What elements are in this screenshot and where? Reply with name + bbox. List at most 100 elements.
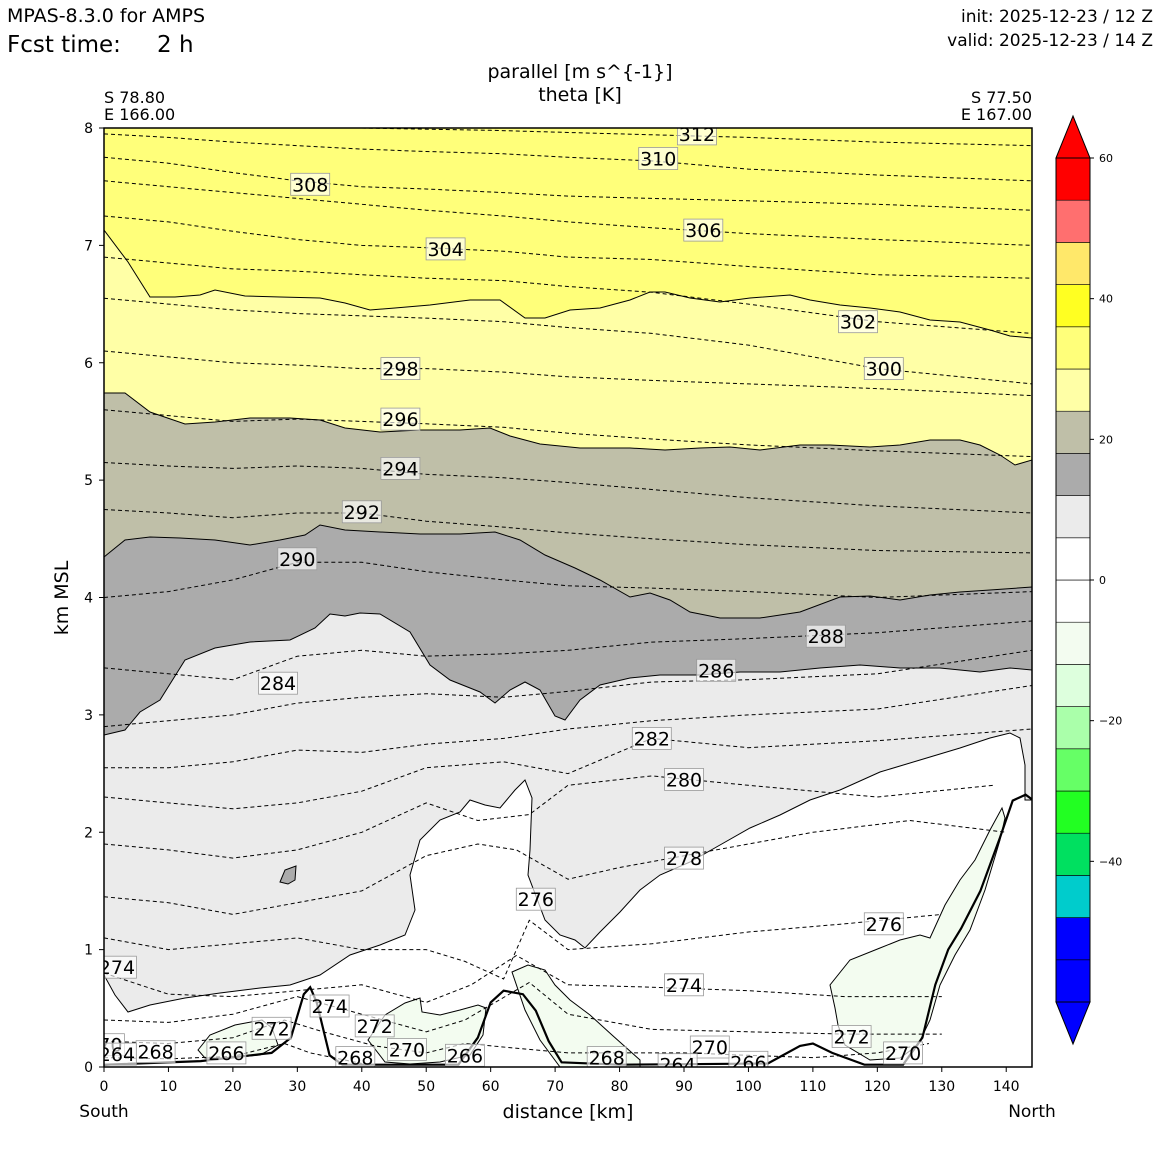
theta-label-292: 292 bbox=[341, 500, 382, 524]
theta-label-text: 298 bbox=[382, 359, 418, 381]
colorbar-tick-label: 20 bbox=[1099, 433, 1113, 446]
chart-title: parallel [m s^{-1}] bbox=[487, 61, 672, 83]
colorbar-segment bbox=[1055, 832, 1091, 876]
colorbar-tick-label: 0 bbox=[1099, 574, 1106, 587]
theta-label-270: 270 bbox=[386, 1038, 427, 1061]
theta-label-288: 288 bbox=[805, 624, 846, 648]
theta-label-text: 278 bbox=[666, 848, 702, 870]
theta-label-264: 264 bbox=[99, 1042, 137, 1066]
isentrope-272 bbox=[104, 981, 942, 1035]
isentrope-278 bbox=[104, 819, 1007, 915]
south-label: South bbox=[79, 1102, 128, 1122]
theta-label-312: 312 bbox=[677, 128, 717, 146]
theta-label-text: 282 bbox=[634, 728, 670, 750]
colorbar-segment bbox=[1055, 748, 1091, 792]
theta-label-294: 294 bbox=[380, 456, 421, 480]
x-tick-label: 90 bbox=[675, 1079, 693, 1095]
theta-label-270: 270 bbox=[883, 1041, 923, 1065]
theta-label-text: 270 bbox=[389, 1039, 425, 1061]
theta-label-text: 264 bbox=[99, 1044, 135, 1066]
theta-label-text: 296 bbox=[382, 409, 418, 431]
theta-label-text: 294 bbox=[382, 458, 418, 480]
theta-label-text: 270 bbox=[885, 1043, 921, 1065]
theta-label-text: 266 bbox=[730, 1052, 766, 1074]
theta-label-298: 298 bbox=[380, 357, 421, 381]
colorbar-top-extension bbox=[1055, 114, 1091, 159]
theta-label-296: 296 bbox=[380, 407, 421, 431]
y-tick-label: 3 bbox=[84, 708, 93, 724]
colorbar-tick-label: 60 bbox=[1099, 152, 1113, 165]
x-tick-label: 10 bbox=[160, 1079, 178, 1095]
isentrope-288 bbox=[104, 620, 1032, 681]
x-tick-label: 140 bbox=[993, 1079, 1020, 1095]
colorbar-bottom-extension bbox=[1055, 1001, 1091, 1046]
x-tick-label: 30 bbox=[288, 1079, 306, 1095]
isentrope-308 bbox=[104, 156, 1032, 211]
theta-label-text: 270 bbox=[692, 1037, 728, 1059]
colorbar-segment bbox=[1055, 579, 1091, 623]
band-0-12 bbox=[104, 732, 1032, 1067]
x-tick-label: 110 bbox=[800, 1079, 827, 1095]
end-latitude: S 77.50 bbox=[971, 88, 1032, 107]
theta-label-text: 288 bbox=[808, 626, 844, 648]
theta-label-272: 272 bbox=[354, 1014, 395, 1038]
theta-label-308: 308 bbox=[290, 172, 331, 196]
theta-label-310: 310 bbox=[638, 147, 679, 171]
x-axis: 0 10 20 30 40 50 60 70 80 90 100 110 120 130 140 bbox=[100, 1067, 1020, 1095]
theta-label-270: 270 bbox=[689, 1035, 730, 1059]
theta-label-text: 264 bbox=[659, 1055, 695, 1077]
colorbar-tick-label: 40 bbox=[1099, 293, 1113, 306]
colorbar-segment bbox=[1055, 621, 1091, 665]
y-tick-label: 7 bbox=[84, 238, 93, 254]
colorbar-tick-label: −20 bbox=[1099, 715, 1122, 728]
chart-subtitle: theta [K] bbox=[538, 84, 622, 106]
colorbar-segment bbox=[1055, 917, 1091, 961]
colorbar-segment bbox=[1055, 284, 1091, 328]
theta-label-text: 274 bbox=[99, 957, 135, 979]
colorbar-segment bbox=[1055, 199, 1091, 243]
theta-label-284: 284 bbox=[258, 671, 298, 695]
x-axis-label: distance [km] bbox=[503, 1101, 634, 1123]
theta-label-276: 276 bbox=[863, 912, 904, 936]
theta-label-text: 272 bbox=[253, 1018, 289, 1040]
theta-label-304: 304 bbox=[425, 237, 466, 261]
colorbar-tick-label: −40 bbox=[1099, 855, 1122, 868]
colorbar-segment bbox=[1055, 242, 1091, 285]
theta-label-text: 274 bbox=[311, 996, 347, 1018]
theta-label-268: 268 bbox=[135, 1040, 176, 1064]
forecast-time-label: Fcst time: bbox=[7, 32, 121, 58]
isentrope-276 bbox=[104, 913, 942, 980]
colorbar-segment bbox=[1055, 326, 1091, 370]
y-axis: 0 1 2 3 4 5 6 7 8 bbox=[84, 121, 104, 1076]
theta-label-280: 280 bbox=[664, 768, 704, 791]
init-time: init: 2025-12-23 / 12 Z bbox=[961, 7, 1153, 27]
y-tick-label: 2 bbox=[84, 825, 93, 841]
theta-label-text: 274 bbox=[666, 975, 702, 997]
colorbar-segment bbox=[1055, 453, 1091, 496]
theta-label-268: 268 bbox=[586, 1046, 627, 1070]
theta-label-266: 266 bbox=[444, 1043, 485, 1067]
valid-time: valid: 2025-12-23 / 14 Z bbox=[947, 31, 1153, 51]
theta-label-text: 266 bbox=[447, 1045, 483, 1067]
theta-label-text: 268 bbox=[589, 1048, 625, 1070]
isentrope-292 bbox=[104, 509, 1032, 554]
theta-label-text: 284 bbox=[260, 673, 296, 695]
theta-label-306: 306 bbox=[683, 218, 724, 242]
colorbar-segment bbox=[1055, 875, 1091, 918]
theta-label-text: 302 bbox=[840, 312, 876, 334]
colorbar-segment bbox=[1055, 664, 1091, 707]
y-axis-label: km MSL bbox=[51, 560, 73, 635]
colorbar-segment bbox=[1055, 706, 1091, 750]
y-tick-label: 8 bbox=[84, 121, 93, 137]
band-negative-central bbox=[511, 964, 641, 1067]
isentrope-286 bbox=[104, 649, 1032, 728]
colorbar-segment bbox=[1055, 495, 1091, 539]
theta-label-266: 266 bbox=[206, 1041, 247, 1065]
isentrope-282 bbox=[104, 728, 1032, 810]
isentrope-300 bbox=[104, 297, 1032, 385]
theta-label-text: 310 bbox=[640, 149, 676, 171]
isentrope-296 bbox=[104, 409, 1032, 458]
forecast-time-value: 2 h bbox=[157, 32, 194, 58]
